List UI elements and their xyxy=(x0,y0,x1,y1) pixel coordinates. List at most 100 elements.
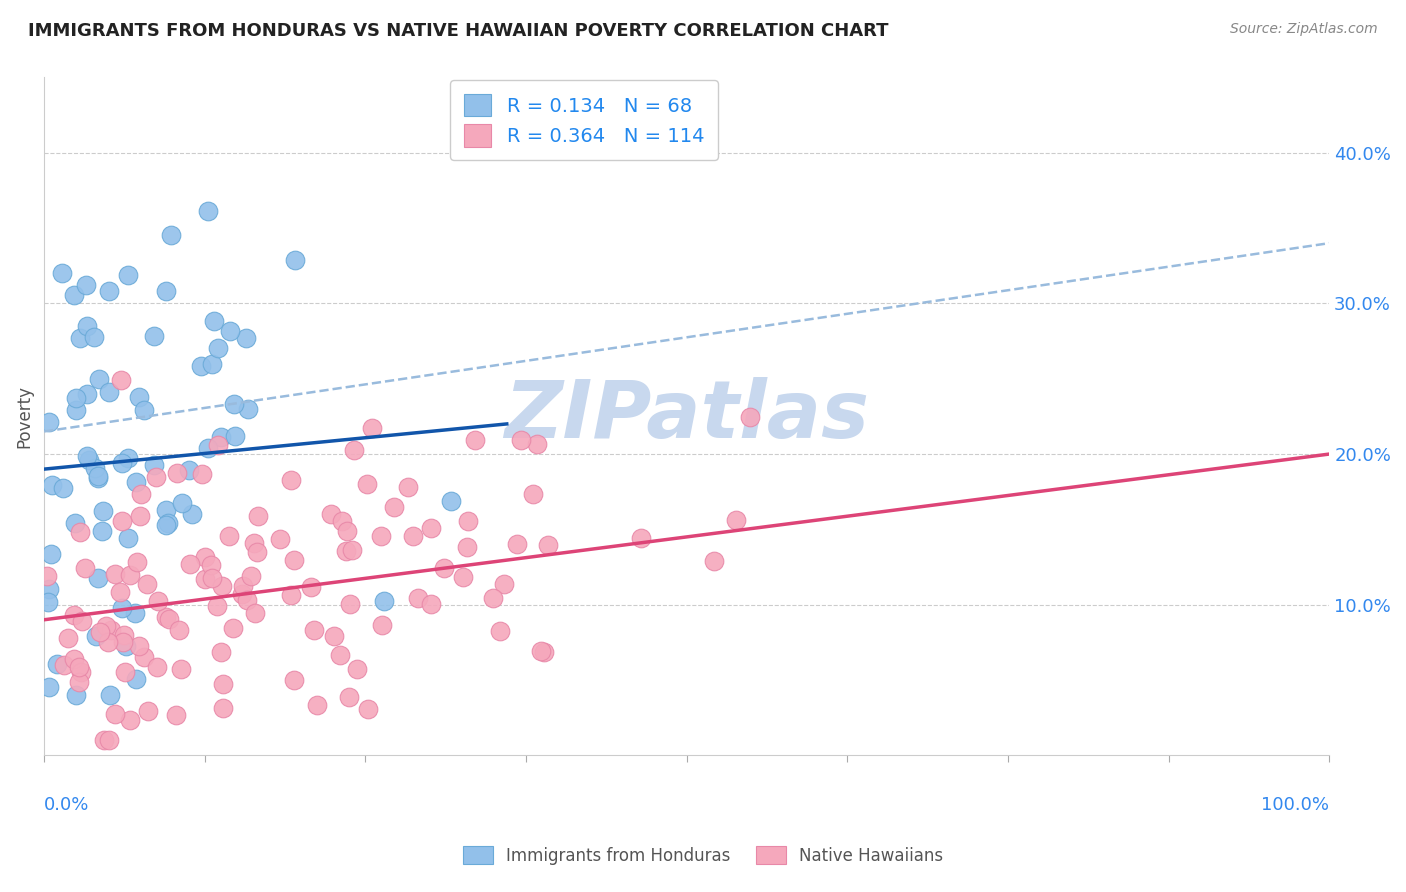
Point xyxy=(84,461,107,475)
Point xyxy=(371,617,394,632)
Point xyxy=(283,673,305,688)
Point xyxy=(83,330,105,344)
Point xyxy=(180,507,202,521)
Point xyxy=(38,415,60,429)
Point xyxy=(155,284,177,298)
Point xyxy=(239,568,262,582)
Point xyxy=(200,558,222,573)
Point xyxy=(131,487,153,501)
Point xyxy=(209,430,232,444)
Point xyxy=(329,648,352,663)
Point xyxy=(128,390,150,404)
Point xyxy=(56,631,79,645)
Point xyxy=(703,554,725,568)
Point xyxy=(360,421,382,435)
Point xyxy=(136,704,159,718)
Point xyxy=(209,645,232,659)
Point xyxy=(231,586,253,600)
Point xyxy=(373,594,395,608)
Point xyxy=(382,500,405,514)
Point xyxy=(87,468,110,483)
Point xyxy=(98,733,121,747)
Point xyxy=(205,599,228,614)
Point xyxy=(110,373,132,387)
Point xyxy=(76,319,98,334)
Point xyxy=(419,521,441,535)
Point xyxy=(70,614,93,628)
Point xyxy=(283,553,305,567)
Point xyxy=(396,480,419,494)
Point xyxy=(337,690,360,705)
Point xyxy=(522,486,544,500)
Text: IMMIGRANTS FROM HONDURAS VS NATIVE HAWAIIAN POVERTY CORRELATION CHART: IMMIGRANTS FROM HONDURAS VS NATIVE HAWAI… xyxy=(28,22,889,40)
Point xyxy=(191,467,214,481)
Text: Source: ZipAtlas.com: Source: ZipAtlas.com xyxy=(1230,22,1378,37)
Text: ZIPatlas: ZIPatlas xyxy=(505,377,869,456)
Point xyxy=(218,529,240,543)
Point xyxy=(145,659,167,673)
Point xyxy=(148,594,170,608)
Point xyxy=(142,328,165,343)
Point xyxy=(84,629,107,643)
Point xyxy=(110,456,132,470)
Point xyxy=(207,341,229,355)
Point xyxy=(235,331,257,345)
Point xyxy=(98,688,121,702)
Point xyxy=(65,688,87,702)
Point xyxy=(537,538,560,552)
Point xyxy=(247,509,270,524)
Point xyxy=(98,385,121,400)
Point xyxy=(155,610,177,624)
Point xyxy=(35,569,58,583)
Point xyxy=(132,403,155,417)
Point xyxy=(63,516,86,530)
Point xyxy=(243,606,266,620)
Point xyxy=(190,359,212,374)
Point xyxy=(453,570,475,584)
Point xyxy=(211,677,233,691)
Point xyxy=(224,397,246,411)
Point xyxy=(94,619,117,633)
Point xyxy=(75,278,97,293)
Point xyxy=(457,514,479,528)
Point xyxy=(356,476,378,491)
Point xyxy=(125,475,148,490)
Point xyxy=(194,549,217,564)
Point xyxy=(87,372,110,386)
Point xyxy=(104,706,127,721)
Point xyxy=(219,324,242,338)
Point xyxy=(65,391,87,405)
Point xyxy=(110,585,132,599)
Point xyxy=(128,508,150,523)
Point xyxy=(100,624,122,638)
Point xyxy=(159,227,181,242)
Point xyxy=(77,453,100,467)
Point xyxy=(224,428,246,442)
Point xyxy=(51,266,73,280)
Point xyxy=(725,513,748,527)
Point xyxy=(165,708,187,723)
Legend: Immigrants from Honduras, Native Hawaiians: Immigrants from Honduras, Native Hawaiia… xyxy=(454,838,952,873)
Point xyxy=(135,577,157,591)
Point xyxy=(128,639,150,653)
Point xyxy=(280,473,302,487)
Point xyxy=(489,624,512,639)
Point xyxy=(115,639,138,653)
Point xyxy=(243,535,266,549)
Point xyxy=(440,493,463,508)
Point xyxy=(357,702,380,716)
Point xyxy=(120,714,142,728)
Y-axis label: Poverty: Poverty xyxy=(15,384,32,448)
Point xyxy=(494,577,516,591)
Point xyxy=(179,557,201,571)
Point xyxy=(67,660,90,674)
Point xyxy=(530,643,553,657)
Point xyxy=(201,571,224,585)
Point xyxy=(170,662,193,676)
Point xyxy=(197,203,219,218)
Point xyxy=(45,657,67,671)
Point xyxy=(270,532,292,546)
Point xyxy=(87,571,110,585)
Point xyxy=(117,531,139,545)
Point xyxy=(200,357,222,371)
